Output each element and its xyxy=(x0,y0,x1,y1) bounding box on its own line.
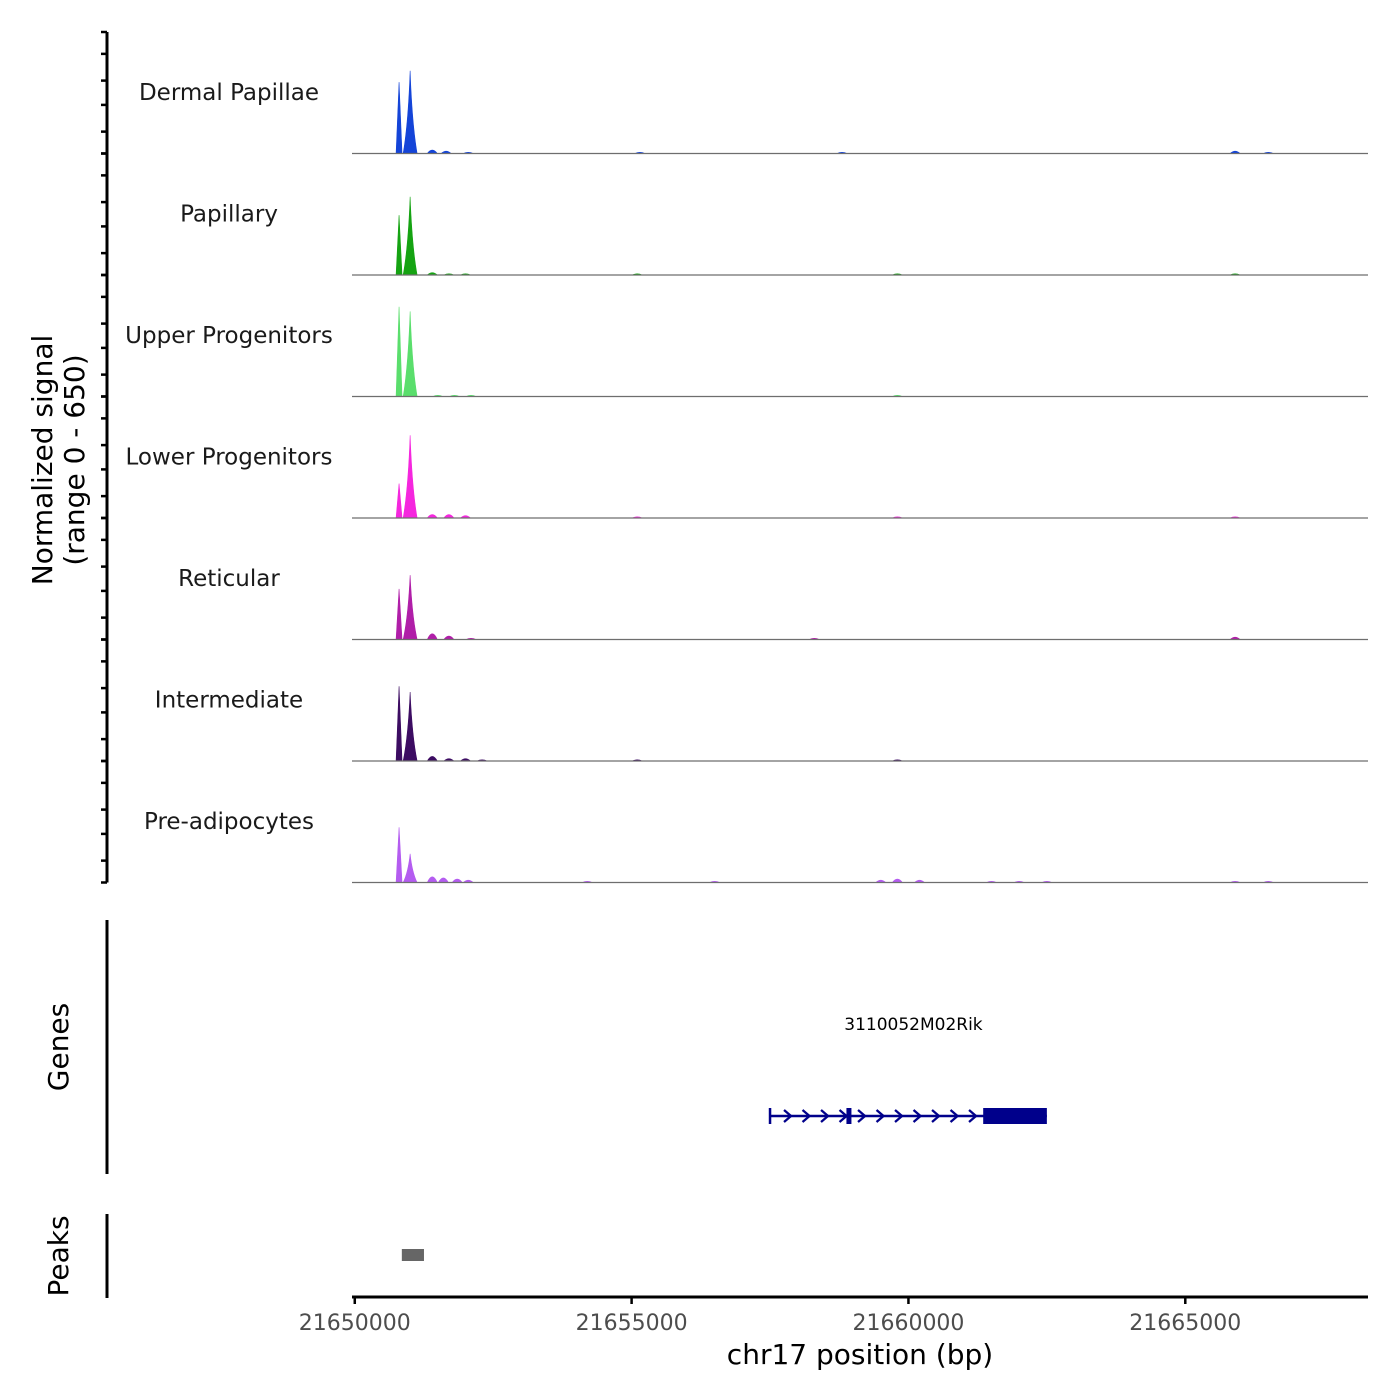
track-label: Pre-adipocytes xyxy=(144,809,314,835)
x-axis-title: chr17 position (bp) xyxy=(727,1338,993,1371)
signal-peak xyxy=(395,483,403,519)
track-reticular: Reticular xyxy=(178,566,1368,641)
signal-peak xyxy=(402,853,418,883)
signal-peak xyxy=(395,306,403,397)
strand-arrow xyxy=(968,1109,978,1123)
signal-peak xyxy=(395,215,403,276)
signal-peak xyxy=(395,588,403,640)
peaks-track xyxy=(401,1249,424,1261)
track-lower-progenitors: Lower Progenitors xyxy=(126,435,1368,519)
track-label: Dermal Papillae xyxy=(139,80,319,106)
track-label: Intermediate xyxy=(155,688,303,714)
strand-arrow xyxy=(949,1109,960,1123)
y-axis-title-line2: (range 0 - 650) xyxy=(58,354,91,565)
peaks-track-label: Peaks xyxy=(42,1215,75,1296)
track-dermal-papillae: Dermal Papillae xyxy=(139,70,1368,155)
x-tick-label: 21660000 xyxy=(852,1311,964,1336)
x-tick-label: 21650000 xyxy=(299,1311,411,1336)
signal-peak xyxy=(402,435,418,519)
signal-peak xyxy=(402,196,418,276)
strand-arrow xyxy=(857,1109,867,1123)
y-axis-title-line1: Normalized signal xyxy=(26,335,59,586)
x-tick-label: 21665000 xyxy=(1129,1311,1241,1336)
signal-peak xyxy=(426,633,438,640)
x-axis: 21650000 21655000 21660000 21665000 xyxy=(299,1295,1368,1336)
strand-arrow xyxy=(820,1109,830,1123)
gene-exon xyxy=(846,1108,852,1124)
gene-model: 3110052M02Rik xyxy=(768,1015,1047,1124)
track-label: Papillary xyxy=(180,202,278,228)
signal-peak xyxy=(395,82,403,154)
track-intermediate: Intermediate xyxy=(155,686,1368,762)
signal-peak xyxy=(395,827,403,883)
gene-name-label: 3110052M02Rik xyxy=(844,1015,983,1035)
track-label: Reticular xyxy=(178,566,280,592)
peak-region xyxy=(401,1249,424,1261)
signal-axis xyxy=(101,30,109,884)
track-papillary: Papillary xyxy=(180,196,1368,276)
gene-annotation-track: 3110052M02Rik xyxy=(768,1015,1047,1124)
y-axis-title: Normalized signal (range 0 - 650) xyxy=(26,335,91,586)
signal-peak xyxy=(402,311,418,397)
signal-peak xyxy=(402,575,418,640)
strand-arrow xyxy=(875,1109,886,1123)
strand-arrow xyxy=(801,1109,812,1123)
track-pre-adipocytes: Pre-adipocytes xyxy=(144,809,1368,884)
signal-peak xyxy=(395,686,403,762)
strand-arrow xyxy=(931,1109,941,1123)
signal-peak xyxy=(402,691,418,762)
signal-peak xyxy=(437,877,449,883)
x-tick-label: 21655000 xyxy=(576,1311,688,1336)
gene-exon xyxy=(983,1108,1047,1124)
strand-arrow xyxy=(783,1109,793,1123)
coverage-tracks: Dermal Papillae Papillary Upper Progenitor… xyxy=(125,70,1368,884)
track-label: Upper Progenitors xyxy=(125,323,333,349)
track-label: Lower Progenitors xyxy=(126,445,333,471)
signal-peak xyxy=(402,70,418,154)
track-upper-progenitors: Upper Progenitors xyxy=(125,306,1368,398)
signal-peak xyxy=(426,756,438,762)
signal-peak xyxy=(426,876,438,883)
strand-arrow xyxy=(912,1109,923,1123)
strand-arrow xyxy=(894,1109,904,1123)
genes-track-label: Genes xyxy=(42,1003,75,1091)
